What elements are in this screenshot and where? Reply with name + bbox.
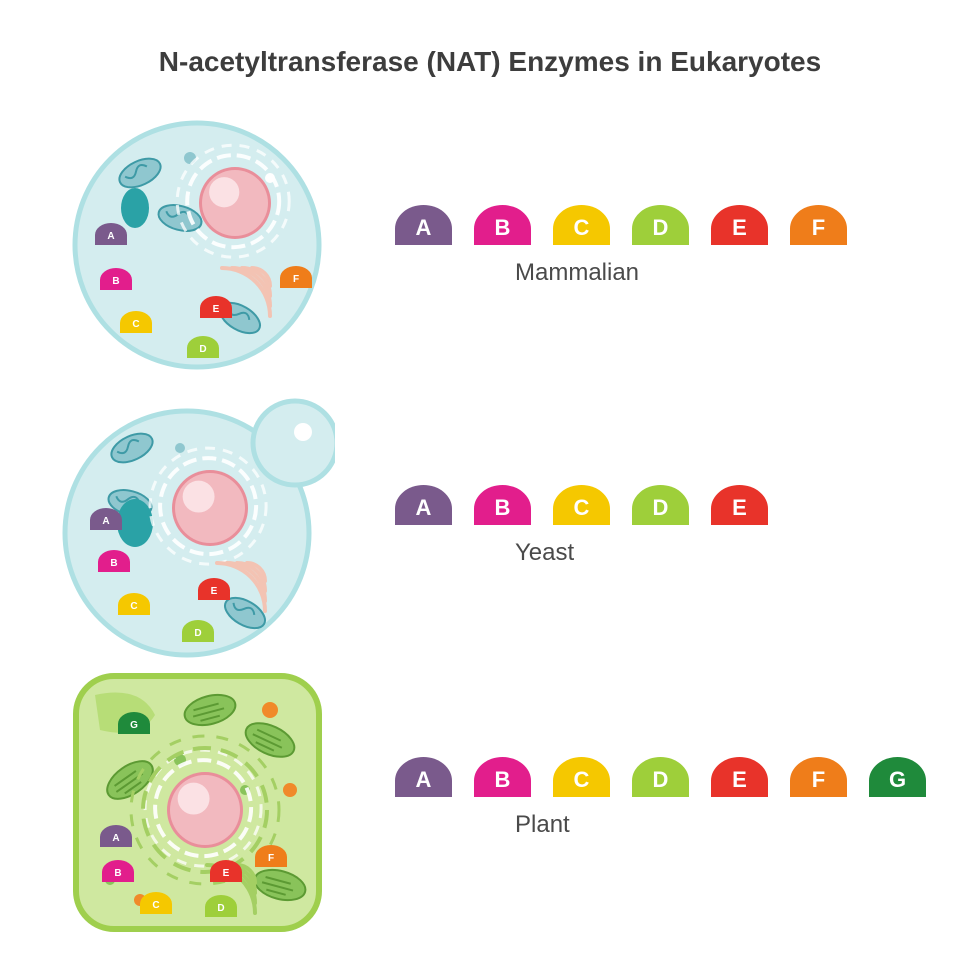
plant-cell: ABC DEF G — [70, 670, 325, 925]
cell-marker-c: C — [118, 593, 150, 615]
enzyme-d: D — [632, 205, 689, 245]
cell-marker-b: B — [100, 268, 132, 290]
enzyme-c: C — [553, 757, 610, 797]
enzyme-f: F — [790, 205, 847, 245]
enzyme-b: B — [474, 757, 531, 797]
plant-enzyme-row: ABCDEFG — [395, 757, 980, 797]
cell-marker-g: G — [118, 712, 150, 734]
enzyme-e: E — [711, 757, 768, 797]
mammalian-enzyme-row: ABCDEF — [395, 205, 980, 245]
cell-marker-e: E — [198, 578, 230, 600]
cell-marker-e: E — [210, 860, 242, 882]
page-title: N-acetyltransferase (NAT) Enzymes in Euk… — [0, 46, 980, 78]
cell-marker-a: A — [90, 508, 122, 530]
cell-marker-c: C — [120, 311, 152, 333]
enzyme-a: A — [395, 205, 452, 245]
enzyme-d: D — [632, 757, 689, 797]
enzyme-e: E — [711, 205, 768, 245]
cell-marker-d: D — [182, 620, 214, 642]
cell-marker-f: F — [255, 845, 287, 867]
cell-marker-d: D — [205, 895, 237, 917]
row-yeast: ABCDEABCDEYeast — [0, 398, 980, 653]
enzyme-c: C — [553, 205, 610, 245]
cell-marker-b: B — [102, 860, 134, 882]
cell-marker-a: A — [95, 223, 127, 245]
enzyme-f: F — [790, 757, 847, 797]
cell-marker-c: C — [140, 892, 172, 914]
mammalian-panel: ABCDEF Mammalian — [395, 205, 980, 287]
row-plant: ABCDEFGABCDEFGPlant — [0, 670, 980, 925]
cell-marker-a: A — [100, 825, 132, 847]
cell-marker-f: F — [280, 266, 312, 288]
enzyme-a: A — [395, 485, 452, 525]
enzyme-e: E — [711, 485, 768, 525]
yeast-panel: ABCDE Yeast — [395, 485, 980, 567]
cell-marker-d: D — [187, 336, 219, 358]
mammalian-cell: A BC DE F — [70, 118, 325, 373]
yeast-label: Yeast — [515, 539, 980, 567]
cell-marker-e: E — [200, 296, 232, 318]
plant-panel: ABCDEFG Plant — [395, 757, 980, 839]
enzyme-c: C — [553, 485, 610, 525]
cell-marker-b: B — [98, 550, 130, 572]
enzyme-d: D — [632, 485, 689, 525]
plant-label: Plant — [515, 811, 980, 839]
enzyme-b: B — [474, 485, 531, 525]
mammalian-label: Mammalian — [515, 259, 980, 287]
enzyme-b: B — [474, 205, 531, 245]
row-mammalian: ABCDEFABCDEFMammalian — [0, 118, 980, 373]
yeast-enzyme-row: ABCDE — [395, 485, 980, 525]
yeast-cell: ABC DE — [70, 398, 325, 653]
enzyme-a: A — [395, 757, 452, 797]
enzyme-g: G — [869, 757, 926, 797]
